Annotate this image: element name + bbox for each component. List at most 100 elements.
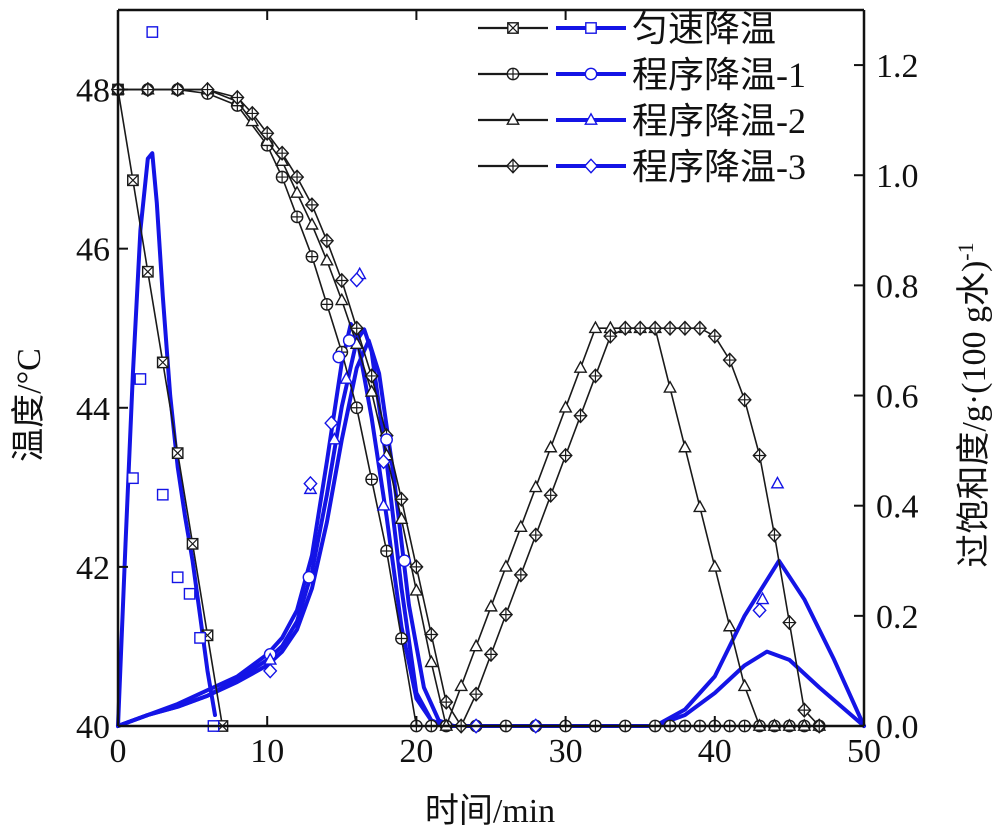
temperature-point-3 bbox=[454, 678, 469, 692]
temperature-point-4 bbox=[319, 232, 335, 249]
legend-temperature-marker bbox=[506, 112, 520, 125]
supersaturation-curves bbox=[116, 151, 866, 728]
temperature-point-4 bbox=[573, 408, 588, 424]
x-axis-title: 时间/min bbox=[425, 793, 555, 830]
temperature-point-3 bbox=[528, 479, 543, 493]
legend-temperature-marker bbox=[507, 22, 519, 34]
temperature-point-4 bbox=[528, 527, 543, 543]
temperature-point-4 bbox=[260, 125, 275, 142]
temperature-point-4 bbox=[558, 447, 573, 464]
temperature-point-4 bbox=[483, 646, 499, 663]
temperature-point-2 bbox=[395, 632, 408, 645]
temperature-point-4 bbox=[364, 368, 379, 384]
x-tick-label: 20 bbox=[399, 733, 433, 770]
temperature-point-4 bbox=[394, 491, 409, 507]
temperature-point-4 bbox=[677, 320, 693, 336]
legend-item: 程序降温-1 bbox=[478, 55, 806, 95]
x-tick-label: 30 bbox=[549, 733, 583, 770]
supersaturation-point-2 bbox=[380, 433, 393, 446]
temperature-point-4 bbox=[752, 447, 767, 464]
y-tick-label-left: 44 bbox=[76, 391, 110, 428]
temperature-point-2 bbox=[305, 250, 319, 264]
supersaturation-point-4 bbox=[324, 415, 339, 431]
temperature-point-3 bbox=[678, 439, 692, 453]
temperature-point-3 bbox=[513, 519, 528, 533]
temperature-point-3 bbox=[558, 400, 573, 413]
y-tick-label-right: 1.2 bbox=[876, 48, 919, 85]
temperature-point-4 bbox=[707, 328, 722, 344]
temperature-point-3 bbox=[543, 439, 558, 453]
temperature-point-3 bbox=[409, 583, 424, 596]
supersaturation-point-4 bbox=[752, 602, 767, 619]
temperature-point-4 bbox=[424, 626, 439, 643]
temperature-point-2 bbox=[365, 472, 379, 486]
supersaturation-point-3 bbox=[339, 371, 354, 384]
temperature-line-3 bbox=[118, 88, 820, 727]
legend-label: 程序降温-3 bbox=[632, 147, 806, 187]
supersaturation-point-2 bbox=[398, 554, 411, 568]
temperature-point-2 bbox=[350, 401, 364, 415]
temperature-point-4 bbox=[170, 81, 185, 98]
legend-label: 程序降温-2 bbox=[632, 101, 806, 141]
y-tick-label-left: 48 bbox=[76, 73, 110, 110]
y-axis-title-right: 过饱和度/g·(100 g水)-1 bbox=[953, 242, 993, 567]
temperature-point-1 bbox=[186, 537, 199, 550]
temperature-point-1 bbox=[141, 265, 154, 278]
temperature-point-3 bbox=[364, 384, 379, 397]
temperature-point-4 bbox=[543, 487, 558, 504]
legend-label: 匀速降温 bbox=[632, 9, 776, 49]
temperature-point-3 bbox=[319, 252, 334, 266]
supersaturation-point-4 bbox=[349, 272, 364, 288]
temperature-point-3 bbox=[484, 599, 498, 612]
legend-label: 程序降温-1 bbox=[632, 55, 806, 95]
temperature-point-2 bbox=[290, 210, 304, 224]
x-tick-label: 50 bbox=[847, 733, 881, 770]
y-axis-title-left: 温度/°C bbox=[10, 348, 48, 462]
supersaturation-point-3 bbox=[755, 591, 770, 605]
temperature-point-3 bbox=[334, 292, 349, 306]
temperature-point-2 bbox=[320, 297, 334, 311]
legend-supersaturation-marker bbox=[583, 158, 599, 174]
supersaturation-point-1 bbox=[146, 26, 159, 38]
axes bbox=[116, 8, 866, 728]
legend-temperature-marker bbox=[506, 67, 520, 81]
temperature-point-4 bbox=[692, 320, 708, 336]
supersaturation-curve-2 bbox=[116, 321, 449, 728]
legend-item: 程序降温-3 bbox=[478, 147, 806, 187]
supersaturation-curve-3 bbox=[116, 327, 866, 728]
y-tick-label-right: 0.8 bbox=[876, 268, 919, 305]
supersaturation-points bbox=[127, 26, 785, 734]
temperature-point-3 bbox=[424, 654, 439, 668]
temperature-point-2 bbox=[275, 170, 289, 184]
temperature-point-4 bbox=[304, 197, 320, 213]
temperature-point-4 bbox=[334, 272, 349, 289]
supersaturation-curve-1 bbox=[116, 151, 217, 728]
temperature-point-4 bbox=[767, 527, 782, 543]
supersaturation-point-1 bbox=[127, 472, 139, 485]
temperature-point-4 bbox=[289, 169, 305, 185]
temperature-point-3 bbox=[707, 559, 722, 572]
legend-temperature-marker bbox=[505, 158, 521, 174]
y-tick-label-left: 42 bbox=[76, 550, 110, 587]
temperature-point-4 bbox=[737, 392, 752, 408]
y-axis-title-right-sup: -1 bbox=[953, 242, 978, 260]
y-tick-label-left: 40 bbox=[76, 709, 110, 746]
temperature-point-1 bbox=[127, 174, 139, 187]
legend-supersaturation-marker bbox=[585, 22, 597, 34]
x-tick-label: 40 bbox=[698, 733, 732, 770]
supersaturation-point-4 bbox=[376, 453, 391, 470]
temperature-point-4 bbox=[722, 352, 737, 368]
temperature-point-4 bbox=[618, 320, 633, 336]
temperature-point-3 bbox=[722, 618, 737, 632]
legend-item: 程序降温-2 bbox=[478, 101, 806, 141]
y-axis-title-right-main: 过饱和度/g·(100 g水) bbox=[955, 261, 993, 568]
temperature-point-2 bbox=[380, 544, 393, 558]
legend-item: 匀速降温 bbox=[478, 9, 776, 49]
y-tick-label-right: 0.4 bbox=[876, 489, 919, 526]
temperature-point-4 bbox=[797, 702, 812, 718]
temperature-point-4 bbox=[439, 694, 454, 710]
supersaturation-point-1 bbox=[156, 488, 169, 501]
temperature-point-4 bbox=[230, 89, 245, 106]
supersaturation-point-2 bbox=[332, 350, 346, 364]
